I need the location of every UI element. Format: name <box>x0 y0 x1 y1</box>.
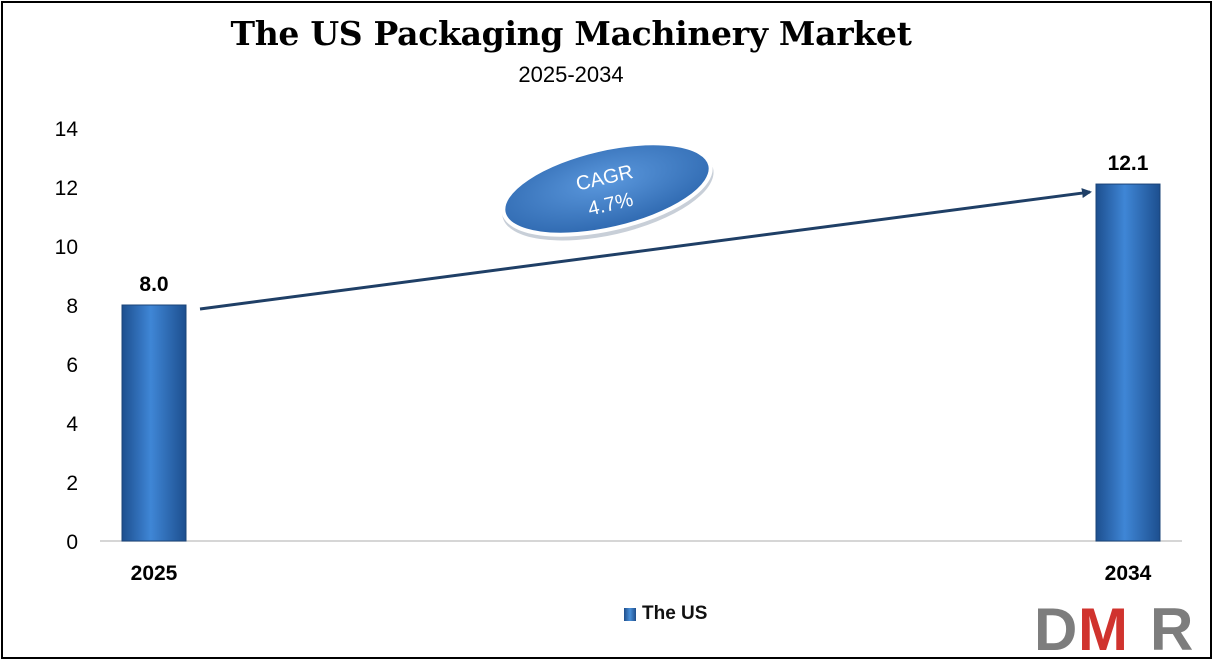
legend-label: The US <box>642 603 708 624</box>
y-tick-label: 8 <box>66 295 78 318</box>
y-tick-label: 12 <box>55 177 78 200</box>
data-label-2025: 8.0 <box>139 273 168 296</box>
chart-title: The US Packaging Machinery Market <box>230 14 912 53</box>
y-tick-label: 14 <box>55 118 79 141</box>
y-tick-label: 10 <box>55 236 78 259</box>
data-label-2034: 12.1 <box>1108 152 1149 175</box>
y-tick-label: 4 <box>66 413 78 436</box>
x-tick-label-2025: 2025 <box>131 562 178 585</box>
y-tick-label: 0 <box>66 531 78 554</box>
svg-text:D: D <box>1034 598 1075 654</box>
cagr-arrow <box>199 188 1092 311</box>
y-tick-label: 6 <box>66 354 78 377</box>
chart-subtitle: 2025-2034 <box>518 62 624 87</box>
svg-text:R: R <box>1150 598 1193 654</box>
legend-swatch <box>624 607 636 621</box>
bar-2034 <box>1095 183 1161 542</box>
svg-text:M: M <box>1078 598 1124 654</box>
dmr-logo: D M R <box>1034 598 1193 654</box>
y-tick-label: 2 <box>66 472 78 495</box>
bar-2025 <box>121 304 187 542</box>
x-tick-label-2034: 2034 <box>1105 562 1152 585</box>
legend: The US <box>624 603 707 625</box>
cagr-ellipse <box>501 141 713 237</box>
